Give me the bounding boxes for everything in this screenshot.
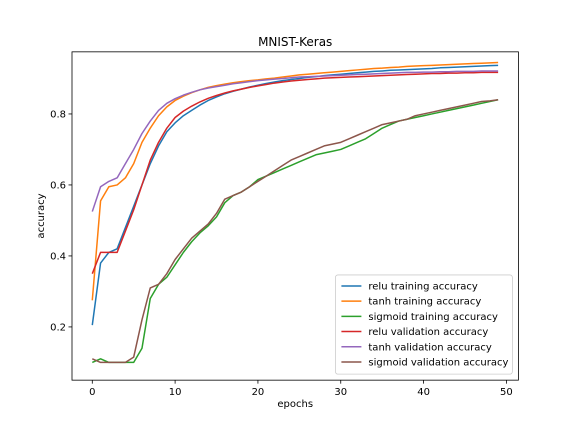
series-line-2: [91, 61, 499, 301]
y-tick-label: 0.8: [50, 109, 66, 120]
series-line-1: [91, 64, 499, 326]
x-tick-label: 40: [417, 387, 430, 398]
x-tick-label: 20: [252, 387, 265, 398]
x-axis-label: epochs: [277, 399, 313, 410]
legend-label-1: relu training accuracy: [368, 281, 477, 292]
x-axis-ticks: 0 10 20 30 40 50: [89, 380, 513, 398]
series-line-4: [91, 71, 499, 274]
x-tick-label: 0: [89, 387, 95, 398]
series-line-5: [91, 70, 499, 212]
x-tick-label: 50: [500, 387, 513, 398]
y-tick-label: 0.2: [50, 322, 66, 333]
series-line-6: [91, 99, 499, 364]
legend-label-4: relu validation accuracy: [368, 327, 488, 338]
plot-frame: [71, 51, 519, 381]
legend-box: [334, 274, 513, 375]
series-lines: [91, 61, 499, 364]
legend-label-5: tanh validation accuracy: [368, 342, 492, 353]
y-tick-label: 0.4: [50, 251, 66, 262]
legend-label-3: sigmoid training accuracy: [368, 312, 498, 323]
x-tick-label: 10: [169, 387, 182, 398]
legend: relu training accuracy tanh training accu…: [334, 274, 513, 375]
chart-title: MNIST-Keras: [258, 35, 332, 49]
legend-label-6: sigmoid validation accuracy: [368, 357, 508, 368]
x-tick-label: 30: [334, 387, 347, 398]
y-tick-label: 0.6: [50, 180, 66, 191]
legend-label-2: tanh training accuracy: [368, 297, 481, 308]
y-axis-label: accuracy: [36, 193, 47, 238]
y-axis-ticks: 0.2 0.4 0.6 0.8: [50, 109, 72, 333]
